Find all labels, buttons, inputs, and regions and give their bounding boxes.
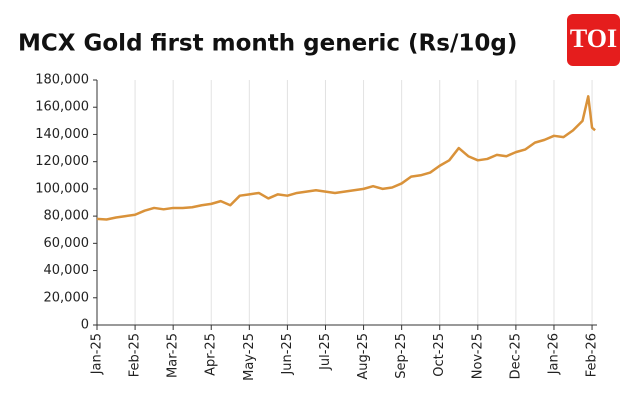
x-tick-label: Jun-25 [280,333,295,376]
y-tick-label: 100,000 [35,181,89,196]
y-tick-label: 160,000 [35,100,89,115]
y-tick-label: 0 [81,318,89,333]
x-tick-label: Mar-25 [166,333,181,378]
x-tick-label: Oct-25 [432,333,447,377]
logo-box [567,14,620,66]
y-tick-label: 180,000 [35,73,89,88]
x-tick-label: Jul-25 [318,333,333,371]
y-tick-label: 140,000 [35,127,89,142]
x-tick-label: May-25 [242,333,257,381]
x-tick-label: Sep-25 [394,333,409,379]
y-tick-label: 20,000 [44,290,90,305]
x-tick-label: Jan-26 [546,333,561,375]
x-tick-label: Jan-25 [90,333,105,375]
x-tick-label: Feb-25 [128,333,143,377]
x-tick-label: Feb-26 [585,333,600,377]
y-tick-label: 60,000 [44,236,90,251]
logo: TOI [570,24,617,53]
y-tick-label: 40,000 [44,263,90,278]
data-line [96,95,596,221]
x-tick-label: Aug-25 [356,333,371,380]
x-tick-label: Dec-25 [508,333,523,379]
x-tick-label: Apr-25 [204,333,219,376]
y-tick-label: 120,000 [35,154,89,169]
chart-title: MCX Gold first month generic (Rs/10g) [18,31,517,57]
y-tick-label: 80,000 [44,209,90,224]
x-tick-label: Nov-25 [470,333,485,379]
